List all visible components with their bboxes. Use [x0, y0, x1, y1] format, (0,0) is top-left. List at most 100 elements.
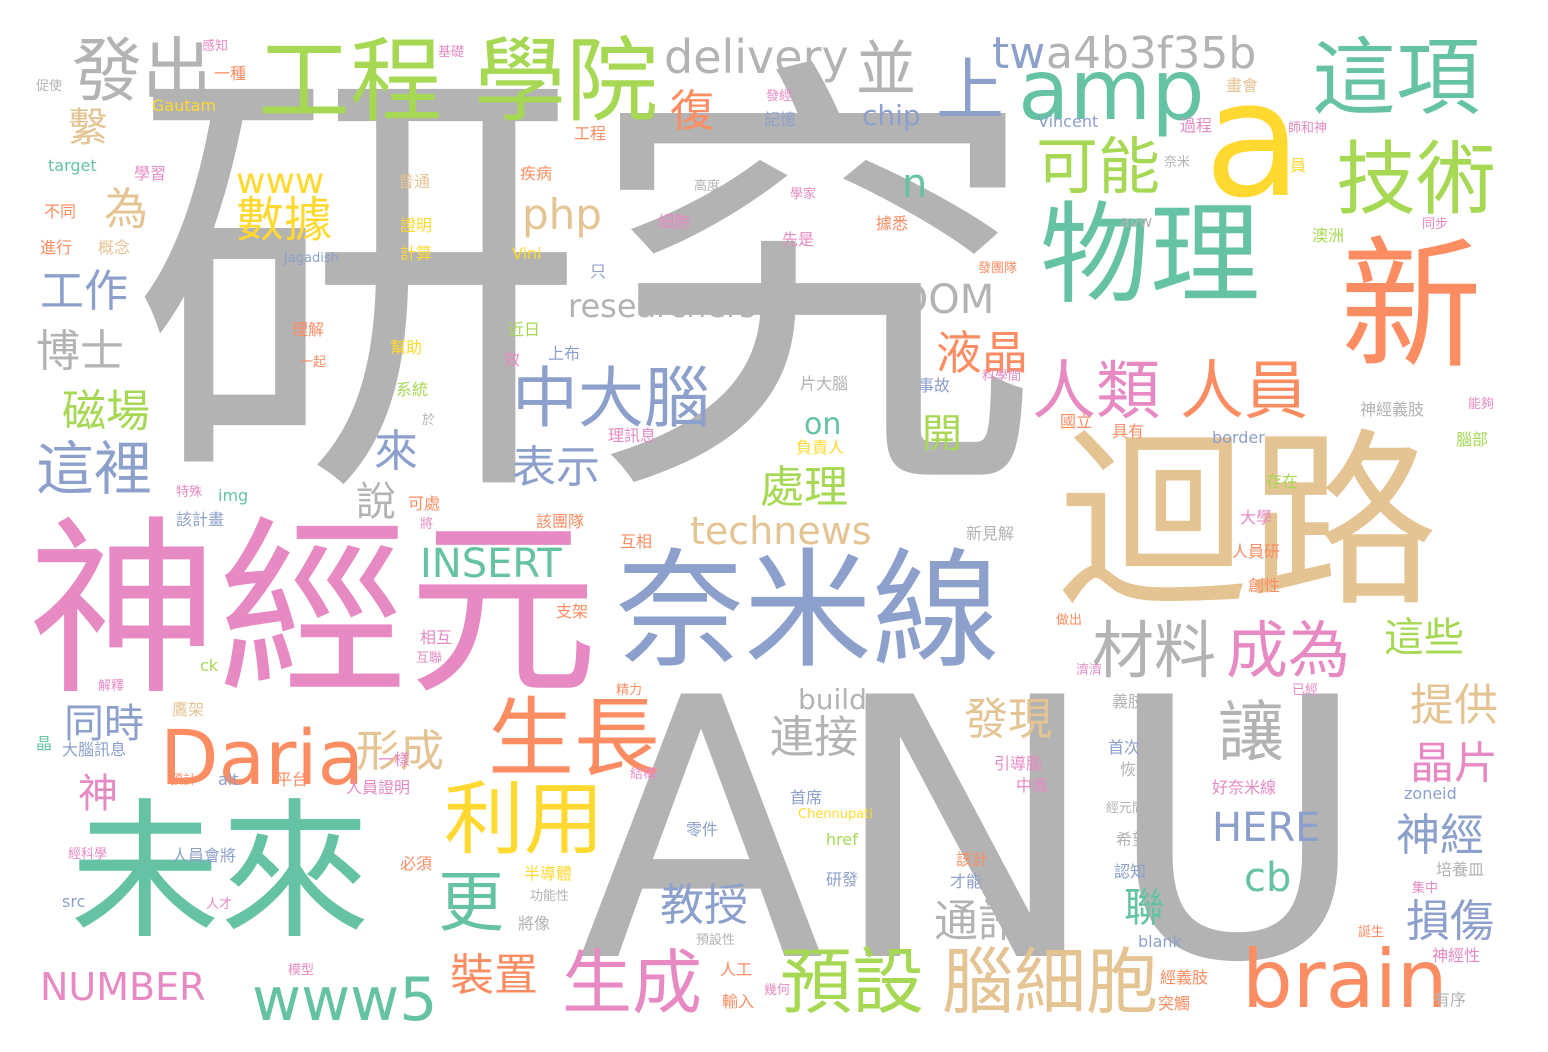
word-small: 神經性 [1432, 946, 1481, 965]
word-xi: 繫 [68, 105, 108, 151]
word-small: 新見解 [966, 524, 1015, 543]
word-gongcheng: 工程 [258, 28, 443, 135]
word-build: build [798, 683, 867, 716]
word-on: on [804, 407, 842, 442]
word-small: 平台 [276, 770, 309, 789]
word-small: 腦部 [1456, 430, 1489, 449]
word-zhuangzhi: 裝置 [450, 950, 538, 1001]
word-boshi: 博士 [36, 326, 124, 377]
word-small: 預計 [170, 773, 197, 788]
word-small: 恢 [1120, 760, 1137, 779]
word-small: 將像 [518, 914, 551, 933]
word-small: 感知 [202, 39, 229, 54]
word-gongzuo: 工作 [40, 266, 128, 317]
word-small: 義肢 [1112, 692, 1145, 711]
word-small: 近日 [508, 320, 541, 339]
word-small: 才能 [950, 872, 983, 891]
word-jingpian: 晶片 [1410, 738, 1498, 789]
word-shuo: 說 [356, 479, 396, 525]
word-small: 培養皿 [1436, 860, 1485, 879]
word-xin: 新 [1340, 224, 1482, 389]
word-small: 基礎 [438, 45, 465, 60]
word-insert: INSERT [420, 541, 562, 587]
word-small: 只 [590, 262, 607, 281]
word-renyuan: 人員 [1180, 355, 1308, 429]
word-small: 科學間 [982, 369, 1022, 384]
word-small: 效 [504, 350, 521, 369]
word-small: 幫助 [390, 338, 423, 357]
word-faxian: 發現 [964, 694, 1052, 745]
word-wuli: 物理 [1040, 191, 1260, 319]
word-small: 互聯 [416, 651, 443, 666]
word-small: 促使 [36, 79, 63, 94]
word-small: Vini [512, 244, 542, 263]
word-small: 引導腦 [994, 754, 1043, 773]
word-small: 大腦訊息 [62, 740, 127, 759]
word-small: 解釋 [98, 679, 125, 694]
word-naoxibao: 腦細胞 [942, 940, 1159, 1024]
word-small: 證明 [400, 216, 433, 235]
word-small: 存在 [1266, 472, 1299, 491]
word-small: 晶 [36, 734, 53, 753]
word-small: Jagadish [284, 251, 339, 266]
word-small: 做出 [1056, 613, 1083, 628]
word-www5: www5 [252, 965, 438, 1035]
word-renlei: 人類 [1032, 355, 1160, 429]
word-small: Chennupati [798, 807, 873, 822]
word-weilai: 未來 [70, 786, 371, 960]
word-small: 集中 [1412, 881, 1439, 896]
word-small: alt [218, 770, 239, 789]
word-small: 不同 [44, 202, 77, 221]
word-small: 人才 [206, 897, 233, 912]
word-small: ck [200, 656, 219, 675]
word-small: 奈米 [1164, 155, 1191, 170]
word-small: Gautam [152, 96, 217, 115]
word-small: 理訊息 [608, 426, 657, 445]
word-small: 一種 [214, 64, 247, 83]
word-kai: 開 [922, 411, 962, 457]
word-small: 疾病 [520, 164, 553, 183]
word-small: 同步 [1422, 217, 1449, 232]
word-small: 學家 [790, 187, 817, 202]
word-small: 半導體 [524, 864, 573, 883]
word-zheli: 這裡 [36, 435, 153, 503]
word-small: 幾何 [764, 983, 791, 998]
word-small: 一樣 [378, 750, 411, 769]
word-small: 神經義肢 [1360, 400, 1425, 419]
word-fachu: 發出 [72, 30, 212, 112]
word-small: 濟濟 [1076, 663, 1103, 678]
word-small: href [826, 830, 858, 849]
word-small: 精力 [616, 683, 643, 698]
word-small: img [218, 486, 249, 505]
word-small: 人員會將 [172, 846, 237, 865]
word-huilu: 迴路 [1058, 412, 1439, 633]
word-small: 發經 [766, 89, 793, 104]
word-lian: 聯 [1124, 885, 1164, 931]
word-small: 預設性 [696, 933, 736, 948]
word-small: 人員證明 [346, 778, 411, 797]
word-yanjiu: 研究 [130, 25, 1040, 554]
word-small: 理解 [292, 320, 325, 339]
word-chip: chip [862, 99, 921, 132]
word-naimixian: 奈米線 [616, 537, 1001, 686]
word-small: 細胞 [658, 212, 691, 231]
word-daria: Daria [160, 713, 365, 802]
word-amp: amp [1018, 41, 1205, 139]
word-wei: 為 [104, 184, 148, 235]
word-shuju: 數據 [236, 192, 333, 248]
word-small: 發團隊 [978, 261, 1018, 276]
word-small: 事故 [918, 376, 951, 395]
word-small: 記憶 [764, 110, 797, 129]
word-small: 中風 [1016, 776, 1049, 795]
word-small: 學習 [134, 164, 167, 183]
word-xingcheng: 形成 [356, 726, 444, 777]
word-bing: 並 [856, 35, 916, 105]
word-liyong: 利用 [444, 773, 604, 866]
word-small: 負責人 [796, 438, 845, 457]
word-lai: 來 [374, 426, 418, 477]
word-jiaoshou: 教授 [660, 880, 748, 931]
word-small: 據悉 [876, 214, 909, 233]
word-small: 大學 [1240, 508, 1273, 527]
word-chengwei: 成為 [1226, 614, 1351, 687]
word-small: 系統 [396, 380, 429, 399]
